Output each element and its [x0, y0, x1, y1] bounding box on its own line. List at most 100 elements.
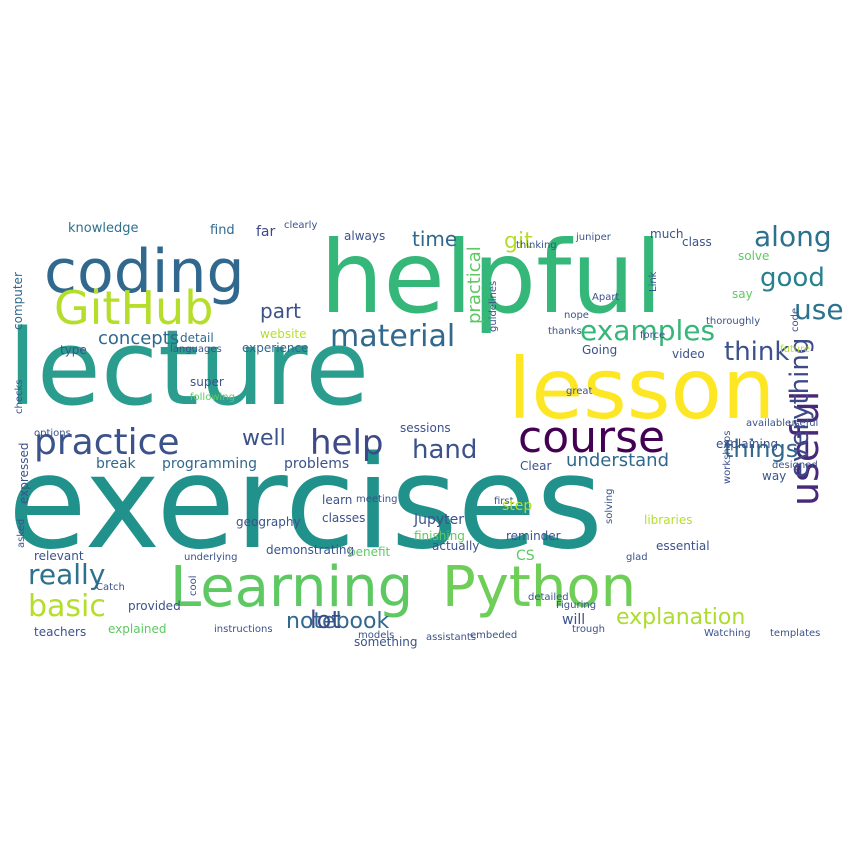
word-knowledge: knowledge	[68, 221, 138, 236]
word-force: force	[640, 330, 665, 341]
word-always: always	[344, 229, 385, 243]
word-available: available	[746, 418, 791, 429]
word-relevant: relevant	[34, 549, 84, 563]
word-link: Link	[648, 271, 659, 292]
word-practice: practice	[34, 422, 180, 463]
word-time: time	[412, 227, 457, 251]
word-explaining: explaining	[716, 437, 778, 451]
word-super: super	[190, 375, 224, 389]
word-find: find	[210, 223, 235, 238]
word-clear: Clear	[520, 459, 551, 473]
word-code: code	[790, 308, 801, 332]
word-first: first	[494, 496, 514, 507]
word-sessions: sessions	[400, 421, 451, 435]
word-experience: experience	[242, 341, 309, 355]
word-everything: everything	[785, 338, 815, 478]
word-step: step	[502, 498, 532, 514]
word-cool: cool	[188, 575, 199, 596]
word-think: think	[724, 337, 789, 367]
word-detail: detail	[180, 331, 214, 345]
word-helpful: helpful	[320, 219, 663, 336]
word-well: well	[242, 426, 286, 451]
word-benefit: benefit	[348, 545, 391, 559]
word-cloud: exercises lecture helpful lesson coding Learn…	[8, 214, 856, 650]
word-good: good	[760, 263, 825, 293]
word-solving: solving	[604, 489, 615, 525]
word-course: course	[518, 412, 665, 463]
word-libraries: libraries	[644, 513, 692, 527]
word-solve: solve	[738, 249, 769, 263]
word-languages: languages	[170, 344, 222, 355]
word-explained: explained	[108, 622, 167, 636]
word-instructions: instructions	[214, 624, 273, 635]
word-hand: hand	[412, 435, 477, 465]
word-computer: computer	[11, 272, 25, 330]
word-git: git	[504, 229, 533, 254]
word-use: use	[794, 293, 844, 326]
word-will: will	[562, 612, 585, 628]
word-things: things	[724, 435, 798, 463]
word-lecture: lecture	[8, 307, 369, 429]
word-along: along	[754, 220, 832, 253]
word-detailed: detailed	[528, 592, 569, 603]
word-models: models	[358, 630, 394, 641]
word-basic: basic	[28, 589, 106, 624]
word-thoroughly: thoroughly	[706, 316, 760, 327]
word-far: far	[256, 224, 276, 240]
word-part: part	[260, 299, 301, 323]
word-catch: Catch	[96, 582, 125, 593]
word-apart: Apart	[592, 292, 619, 303]
word-explanation: explanation	[616, 605, 745, 630]
word-break: break	[96, 456, 137, 472]
word-useful: useful	[788, 418, 818, 429]
word-juniper: juniper	[575, 232, 612, 243]
word-figuring: Figuring	[556, 600, 596, 611]
word-programming: programming	[162, 456, 257, 472]
word-trough: trough	[572, 624, 605, 635]
word-examples: examples	[580, 314, 715, 347]
word-notebook: notebook	[286, 609, 389, 634]
word-thinking: thinking	[516, 240, 557, 251]
word-cs: CS	[516, 548, 535, 564]
word-python: Python	[442, 555, 636, 620]
word-learn: learn	[322, 493, 352, 507]
word-github: GitHub	[54, 281, 213, 335]
word-actually: actually	[432, 539, 479, 553]
word-great: great	[566, 386, 593, 397]
word-clearly: clearly	[284, 220, 317, 231]
word-templates: templates	[770, 628, 820, 639]
word-designed: designed	[772, 460, 818, 471]
word-watching: Watching	[704, 628, 751, 639]
word-future: future	[780, 344, 810, 355]
word-help: help	[310, 423, 384, 463]
word-provided: provided	[128, 599, 181, 613]
word-demonstrating: demonstrating	[266, 543, 354, 557]
word-nope: nope	[564, 310, 589, 321]
word-lesson: lesson	[508, 340, 775, 438]
word-teachers: teachers	[34, 625, 86, 639]
word-guidelines: guidelines	[488, 281, 499, 332]
word-exercises: exercises	[8, 429, 603, 578]
word-class: class	[682, 235, 712, 249]
word-coding: coding	[44, 237, 245, 307]
word-problems: problems	[284, 456, 349, 472]
word-thanks: thanks	[548, 326, 582, 337]
word-meeting: meeting	[356, 494, 397, 505]
word-something: something	[354, 635, 418, 649]
word-jupyter: Jupyter	[413, 512, 464, 528]
word-say: say	[732, 287, 753, 301]
word-type: type	[60, 343, 87, 357]
word-classes: classes	[322, 511, 365, 525]
word-checks: checks	[14, 380, 25, 415]
word-learning: Learning	[170, 555, 413, 620]
word-assistants: assistants	[426, 632, 476, 643]
word-concepts: concepts	[98, 328, 179, 349]
word-practical: practical	[464, 246, 485, 324]
word-much: much	[650, 227, 684, 241]
word-material: material	[330, 319, 455, 354]
word-website: website	[260, 327, 307, 341]
word-geography: geography	[236, 515, 301, 529]
word-reminder: reminder	[506, 529, 561, 543]
word-underlying: underlying	[184, 552, 237, 563]
